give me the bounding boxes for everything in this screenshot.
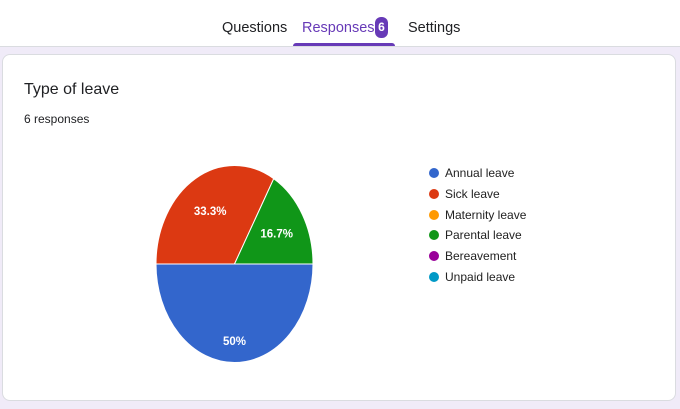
- legend-label: Unpaid leave: [445, 270, 516, 284]
- pie-percent-label: 50%: [223, 336, 246, 348]
- legend-label: Bereavement: [445, 249, 517, 264]
- legend-label: Annual leave: [445, 166, 515, 180]
- legend-label: Maternity leave: [445, 207, 527, 222]
- pie-slice-parental-leave[interactable]: [233, 177, 314, 265]
- active-tab-indicator: [293, 43, 395, 46]
- legend-label: Sick leave: [445, 186, 500, 201]
- question-summary-card: Type of leave 6 responses 50% 33.3% 16.7% …: [2, 54, 676, 401]
- legend-color-dot-icon: [429, 230, 439, 241]
- legend-color-dot-icon: [429, 209, 439, 220]
- tab-responses[interactable]: Responses: [302, 20, 375, 36]
- pie-slice-sick-leave[interactable]: [155, 165, 275, 265]
- tab-settings[interactable]: Settings: [408, 20, 461, 36]
- legend-color-dot-icon: [429, 168, 439, 178]
- legend-label: Parental leave: [445, 228, 522, 243]
- responses-count-badge: 6: [375, 17, 388, 38]
- legend-color-dot-icon: [429, 188, 439, 199]
- pie-slices: [155, 165, 314, 363]
- legend-color-dot-icon: [429, 251, 439, 262]
- tab-bar: Questions Responses 6 Settings: [0, 0, 680, 47]
- question-title: Type of leave: [24, 81, 120, 98]
- tab-questions[interactable]: Questions: [222, 20, 288, 36]
- pie-labels: 50% 33.3% 16.7%: [194, 206, 293, 348]
- pie-slice-annual-leave[interactable]: [155, 263, 314, 363]
- pie-chart: 50% 33.3% 16.7%: [155, 165, 314, 363]
- legend-color-dot-icon: [429, 272, 439, 282]
- pie-percent-label: 16.7%: [260, 228, 293, 240]
- pie-percent-label: 33.3%: [194, 206, 227, 218]
- response-count: 6 responses: [24, 112, 90, 126]
